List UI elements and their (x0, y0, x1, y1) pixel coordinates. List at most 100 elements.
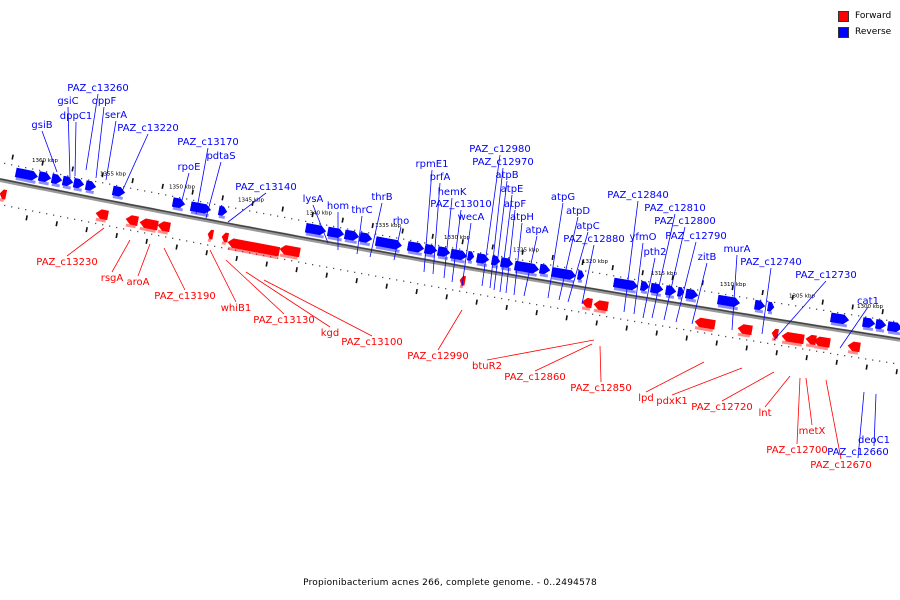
reverse-gene-29[interactable] (475, 253, 490, 268)
reverse-gene-22[interactable] (358, 232, 373, 247)
forward-gene-51[interactable] (781, 331, 805, 347)
gene-label-paz-c12660[interactable]: PAZ_c12660 (827, 447, 888, 458)
reverse-gene-33[interactable] (538, 263, 551, 278)
gene-label-paz-c13170[interactable]: PAZ_c13170 (177, 137, 238, 148)
reverse-gene-19[interactable] (304, 222, 327, 239)
gene-label-paz-c12800[interactable]: PAZ_c12800 (654, 216, 715, 227)
gene-label-paz-c13230[interactable]: PAZ_c13230 (36, 257, 97, 268)
gene-label-paz-c13190[interactable]: PAZ_c13190 (154, 291, 215, 302)
forward-gene-38[interactable] (593, 300, 609, 314)
gene-label-aroa[interactable]: aroA (127, 277, 150, 288)
reverse-gene-31[interactable] (499, 257, 514, 272)
gene-label-atpe[interactable]: atpE (501, 184, 524, 195)
gene-label-dppc1[interactable]: dppC1 (60, 111, 92, 122)
gene-label-paz-c12810[interactable]: PAZ_c12810 (644, 203, 705, 214)
gene-label-paz-c13140[interactable]: PAZ_c13140 (235, 182, 296, 193)
forward-gene-15[interactable] (207, 229, 215, 243)
reverse-gene-28[interactable] (466, 250, 475, 264)
forward-gene-18[interactable] (279, 244, 301, 260)
forward-gene-11[interactable] (157, 221, 171, 235)
gene-label-btur2[interactable]: btuR2 (472, 361, 502, 372)
gene-label-paz-c13100[interactable]: PAZ_c13100 (341, 337, 402, 348)
gene-label-paz-c12670[interactable]: PAZ_c12670 (810, 460, 871, 471)
reverse-gene-47[interactable] (766, 301, 775, 315)
gene-label-pdxk1[interactable]: pdxK1 (656, 396, 688, 407)
reverse-gene-42[interactable] (664, 285, 677, 299)
reverse-gene-14[interactable] (217, 205, 228, 220)
reverse-gene-57[interactable] (875, 319, 887, 333)
reverse-gene-46[interactable] (753, 299, 766, 314)
forward-gene-0[interactable] (0, 189, 8, 202)
reverse-gene-41[interactable] (649, 282, 664, 297)
gene-label-paz-c12860[interactable]: PAZ_c12860 (504, 372, 565, 383)
forward-gene-17[interactable] (227, 238, 281, 260)
gene-label-paz-c12990[interactable]: PAZ_c12990 (407, 351, 468, 362)
forward-gene-52[interactable] (805, 334, 817, 348)
forward-gene-49[interactable] (737, 324, 753, 338)
gene-label-lpd[interactable]: lpd (638, 393, 653, 404)
gene-label-atpb[interactable]: atpB (495, 170, 518, 181)
gene-label-gsib[interactable]: gsiB (31, 120, 52, 131)
forward-gene-48[interactable] (694, 317, 716, 333)
gene-label-paz-c12850[interactable]: PAZ_c12850 (570, 383, 631, 394)
gene-label-pth2[interactable]: pth2 (644, 247, 667, 258)
forward-gene-37[interactable] (581, 297, 593, 311)
gene-label-weca[interactable]: wecA (458, 212, 485, 223)
forward-gene-9[interactable] (125, 215, 139, 229)
gene-label-atpa[interactable]: atpA (525, 225, 548, 236)
forward-gene-53[interactable] (813, 336, 831, 351)
gene-label-yfmo[interactable]: yfmO (629, 232, 656, 243)
forward-gene-16[interactable] (221, 232, 230, 246)
gene-label-sera[interactable]: serA (105, 110, 127, 121)
reverse-gene-3[interactable] (50, 173, 63, 188)
gene-label-lnt[interactable]: lnt (758, 408, 771, 419)
gene-label-metx[interactable]: metX (799, 426, 826, 437)
gene-label-paz-c12700[interactable]: PAZ_c12700 (766, 445, 827, 456)
reverse-gene-56[interactable] (862, 317, 876, 332)
reverse-gene-1[interactable] (14, 167, 39, 184)
gene-label-lysa[interactable]: lysA (303, 194, 324, 205)
reverse-gene-5[interactable] (72, 177, 85, 192)
gene-label-hom[interactable]: hom (327, 201, 349, 212)
reverse-gene-26[interactable] (436, 246, 451, 261)
reverse-gene-27[interactable] (449, 248, 468, 264)
gene-label-atph[interactable]: atpH (510, 212, 534, 223)
gene-label-paz-c13010[interactable]: PAZ_c13010 (430, 199, 491, 210)
gene-label-atpg[interactable]: atpG (551, 192, 575, 203)
gene-label-paz-c13220[interactable]: PAZ_c13220 (117, 123, 178, 134)
reverse-gene-55[interactable] (830, 312, 850, 328)
gene-label-paz-c12840[interactable]: PAZ_c12840 (607, 190, 668, 201)
gene-label-whib1[interactable]: whiB1 (221, 303, 252, 314)
gene-label-rpme1[interactable]: rpmE1 (416, 159, 449, 170)
gene-label-paz-c12880[interactable]: PAZ_c12880 (563, 234, 624, 245)
reverse-gene-20[interactable] (326, 226, 345, 242)
reverse-gene-7[interactable] (111, 185, 126, 200)
gene-label-mura[interactable]: murA (723, 244, 750, 255)
gene-label-paz-c13130[interactable]: PAZ_c13130 (253, 315, 314, 326)
gene-label-pdtas[interactable]: pdtaS (206, 151, 235, 162)
gene-label-paz-c13260[interactable]: PAZ_c13260 (67, 83, 128, 94)
gene-label-oppf[interactable]: oppF (92, 96, 117, 107)
forward-gene-54[interactable] (847, 341, 861, 355)
gene-label-cat1[interactable]: cat1 (857, 296, 879, 307)
gene-label-kgd[interactable]: kgd (321, 328, 340, 339)
gene-label-atpc[interactable]: atpC (576, 221, 599, 232)
gene-label-atpd[interactable]: atpD (566, 206, 590, 217)
gene-label-gsic[interactable]: gsiC (57, 96, 78, 107)
reverse-gene-45[interactable] (716, 294, 741, 311)
gene-label-paz-c12790[interactable]: PAZ_c12790 (665, 231, 726, 242)
gene-label-zitb[interactable]: zitB (698, 252, 717, 263)
gene-label-rho[interactable]: rho (393, 216, 409, 227)
gene-label-paz-c12980[interactable]: PAZ_c12980 (469, 144, 530, 155)
reverse-gene-58[interactable] (887, 321, 900, 336)
reverse-gene-39[interactable] (612, 277, 639, 294)
gene-label-paz-c12720[interactable]: PAZ_c12720 (691, 402, 752, 413)
gene-label-paz-c12730[interactable]: PAZ_c12730 (795, 270, 856, 281)
gene-label-thrc[interactable]: thrC (351, 205, 372, 216)
reverse-gene-24[interactable] (406, 241, 425, 256)
reverse-gene-21[interactable] (343, 229, 360, 245)
reverse-gene-2[interactable] (37, 171, 52, 186)
gene-label-paz-c12970[interactable]: PAZ_c12970 (472, 157, 533, 168)
reverse-gene-4[interactable] (61, 175, 74, 190)
reverse-gene-34[interactable] (550, 267, 577, 284)
